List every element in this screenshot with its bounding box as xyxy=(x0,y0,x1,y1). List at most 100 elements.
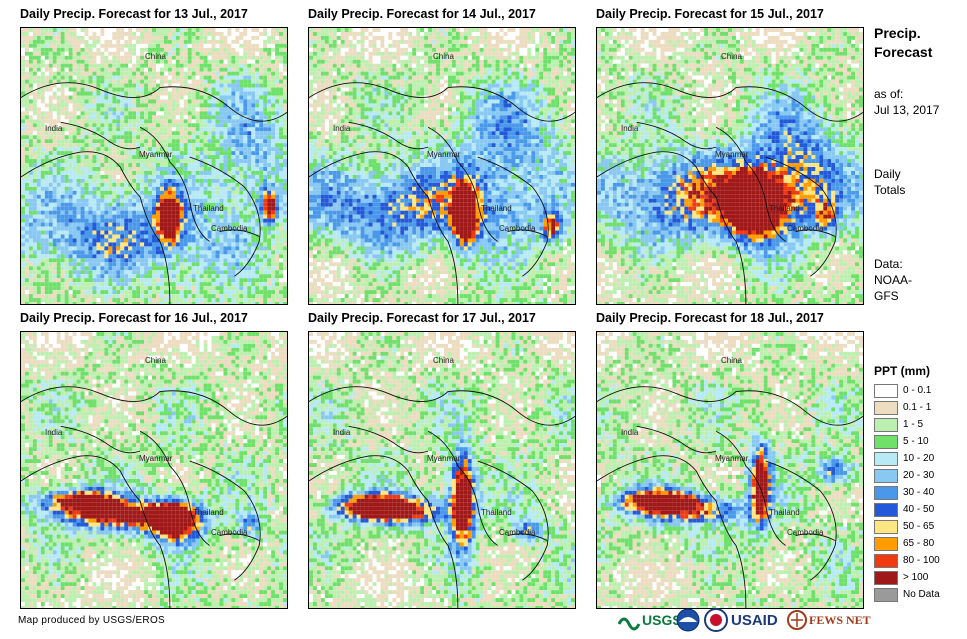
precip-cell xyxy=(24,127,29,132)
precip-cell xyxy=(255,214,260,219)
precip-cell xyxy=(271,83,276,88)
precip-cell xyxy=(40,190,45,195)
precip-cell xyxy=(163,107,168,112)
precip-cell xyxy=(128,302,133,304)
precip-cell xyxy=(76,238,81,243)
precip-cell xyxy=(251,238,256,243)
precip-cell xyxy=(259,163,264,167)
precip-cell xyxy=(108,63,113,68)
precip-cell xyxy=(144,190,149,195)
precip-cell xyxy=(175,63,180,68)
precip-cell xyxy=(21,87,25,92)
precip-cell xyxy=(112,242,117,247)
precip-cell xyxy=(52,55,57,60)
precip-cell xyxy=(364,39,369,44)
precip-cell xyxy=(64,75,69,80)
precip-cell xyxy=(21,107,25,112)
precip-cell xyxy=(271,139,276,144)
precip-cell xyxy=(279,170,284,175)
precip-cell xyxy=(207,43,212,48)
precip-cell xyxy=(52,230,57,235)
precip-cell xyxy=(72,282,77,287)
precip-cell xyxy=(255,31,260,36)
precip-cell xyxy=(80,155,85,160)
precip-cell xyxy=(116,91,121,96)
precip-cell xyxy=(144,67,149,72)
precip-cell xyxy=(155,254,160,259)
precip-cell xyxy=(144,222,149,227)
precip-cell xyxy=(159,270,164,275)
precip-cell xyxy=(159,190,164,195)
precip-cell xyxy=(223,226,228,231)
precip-cell xyxy=(100,75,105,80)
precip-cell xyxy=(132,290,137,295)
precip-cell xyxy=(219,170,224,175)
precip-cell xyxy=(356,39,361,44)
precip-cell xyxy=(179,67,184,72)
precip-cell xyxy=(104,139,109,144)
precip-cell xyxy=(251,206,256,211)
precip-cell xyxy=(227,71,232,76)
precip-cell xyxy=(187,147,192,152)
precip-cell xyxy=(563,39,568,44)
precip-cell xyxy=(175,71,180,76)
precip-cell xyxy=(309,43,313,48)
precip-cell xyxy=(159,107,164,112)
precip-cell xyxy=(140,174,145,179)
precip-cell xyxy=(56,63,61,68)
precip-cell xyxy=(251,274,256,279)
precip-cell xyxy=(132,178,137,183)
precip-cell xyxy=(84,182,89,187)
precip-cell xyxy=(163,302,168,304)
precip-cell xyxy=(219,143,224,148)
precip-cell xyxy=(183,278,188,283)
precip-cell xyxy=(148,294,153,299)
precip-cell xyxy=(140,222,145,227)
precip-cell xyxy=(84,51,89,56)
precip-cell xyxy=(163,194,168,199)
precip-cell xyxy=(56,67,61,72)
precip-cell xyxy=(40,115,45,120)
precip-cell xyxy=(40,234,45,239)
precip-cell xyxy=(227,87,232,92)
precip-cell xyxy=(187,135,192,140)
precip-cell xyxy=(124,170,129,175)
precip-cell xyxy=(36,282,41,287)
precip-cell xyxy=(271,31,276,36)
precip-cell xyxy=(96,290,101,295)
precip-cell xyxy=(235,87,240,92)
precip-cell xyxy=(21,218,25,223)
precip-cell xyxy=(36,119,41,124)
precip-cell xyxy=(92,238,97,243)
precip-cell xyxy=(48,99,53,104)
precip-cell xyxy=(267,170,272,175)
precip-cell xyxy=(100,254,105,259)
precip-cell xyxy=(203,294,208,299)
precip-cell xyxy=(108,135,113,140)
precip-cell xyxy=(112,282,117,287)
precip-cell xyxy=(32,230,37,235)
precip-cell xyxy=(167,202,172,207)
precip-cell xyxy=(467,31,472,36)
precip-cell xyxy=(279,95,284,100)
precip-cell xyxy=(80,147,85,152)
precip-cell xyxy=(76,302,81,304)
precip-cell xyxy=(100,47,105,52)
precip-cell xyxy=(543,35,548,40)
precip-cell xyxy=(100,67,105,72)
precip-cell xyxy=(195,43,200,48)
precip-cell xyxy=(80,111,85,116)
precip-cell xyxy=(52,75,57,80)
precip-cell xyxy=(211,258,216,263)
precip-cell xyxy=(215,123,220,128)
precip-cell xyxy=(112,294,117,299)
precip-cell xyxy=(223,270,228,275)
precip-cell xyxy=(56,159,61,164)
precip-cell xyxy=(251,139,256,144)
precip-cell xyxy=(159,246,164,251)
precip-cell xyxy=(243,242,248,247)
precip-cell xyxy=(271,178,276,183)
precip-cell xyxy=(267,79,272,84)
precip-cell xyxy=(44,103,49,108)
precip-cell xyxy=(259,147,264,152)
